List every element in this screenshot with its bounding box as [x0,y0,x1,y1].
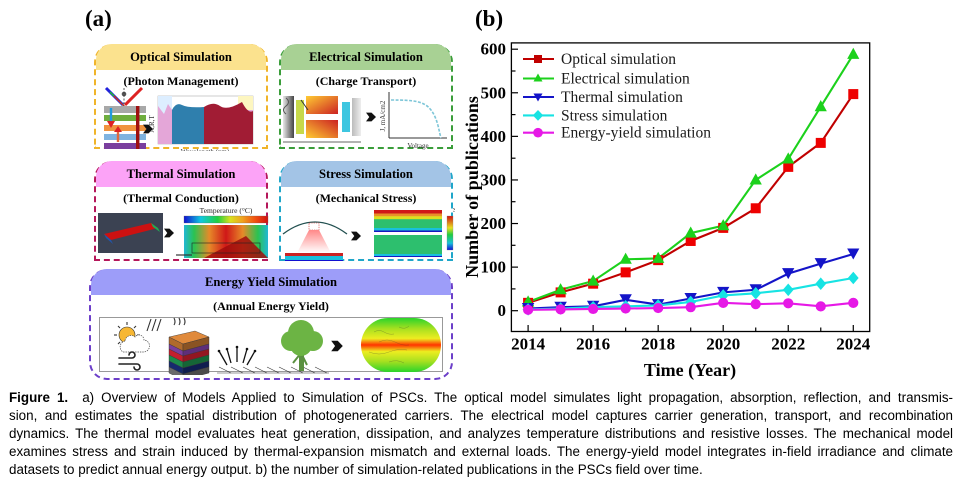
svg-text:Thermal simulation: Thermal simulation [561,89,683,106]
svg-text:2020: 2020 [706,335,740,354]
svg-text:0: 0 [498,301,507,320]
svg-text:2018: 2018 [641,335,675,354]
svg-text:Stress simulation: Stress simulation [561,107,668,124]
svg-text:Number of publications: Number of publications [462,96,482,278]
svg-text:Time (Year): Time (Year) [644,360,736,381]
svg-text:2022: 2022 [771,335,805,354]
svg-text:300: 300 [481,170,507,189]
svg-text:2014: 2014 [511,335,546,354]
svg-text:200: 200 [481,214,507,233]
svg-text:Energy-yield simulation: Energy-yield simulation [561,125,711,142]
svg-text:2024: 2024 [836,335,871,354]
svg-text:2016: 2016 [576,335,610,354]
svg-text:500: 500 [481,83,507,102]
svg-text:Electrical simulation: Electrical simulation [561,71,690,88]
svg-text:400: 400 [481,127,507,146]
svg-text:600: 600 [481,40,507,59]
svg-text:100: 100 [481,258,507,277]
svg-text:Optical simulation: Optical simulation [561,51,676,68]
